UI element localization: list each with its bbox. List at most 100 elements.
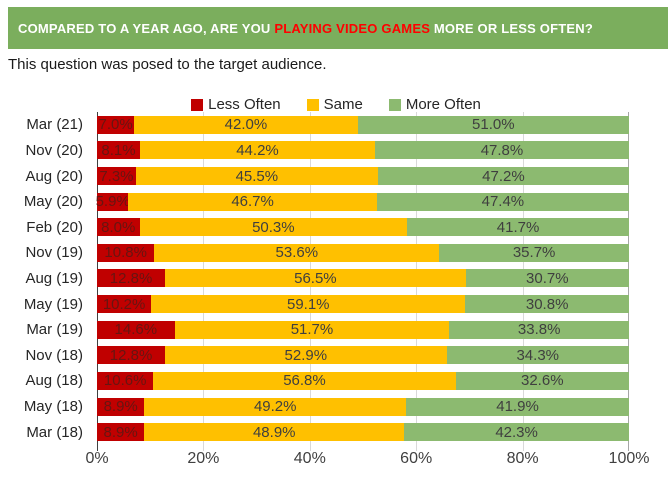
bar-segment-more-often: 35.7% [439,243,629,262]
bar-segment-same: 42.0% [134,115,358,134]
bar-segment-more-often: 47.2% [377,167,629,186]
bar-segment-less-often: 10.6% [97,371,154,390]
bar-segment-same: 52.9% [165,346,447,365]
x-axis-tick-label: 0% [85,450,109,467]
banner-text-highlight: PLAYING VIDEO GAMES [274,20,431,36]
category-label: Mar (18) [26,423,83,441]
bar-segment-more-often: 34.3% [446,346,629,365]
bar-row: 10.2% 59.1% 30.8% [97,291,629,317]
x-axis-tick-label: 80% [506,450,539,467]
stacked-bar: 12.8% 52.9% 34.3% [97,346,629,365]
bar-segment-less-often: 12.8% [97,346,166,365]
bar-row: 8.0% 50.3% 41.7% [97,214,629,240]
bar-rows: 7.0% 42.0% 51.0% 8.1% 44.2% 47.8% 7.3% 45.5% 47.… [95,112,629,445]
stacked-bar: 10.6% 56.8% 32.6% [97,371,629,390]
category-label: Nov (20) [25,141,83,159]
bar-segment-same: 51.7% [174,320,450,339]
category-label: May (20) [23,193,83,211]
category-label: Mar (19) [26,321,83,339]
bar-segment-less-often: 12.8% [97,269,166,288]
category-label: Nov (18) [25,346,83,364]
bar-row: 10.8% 53.6% 35.7% [97,240,629,266]
stacked-bar: 7.3% 45.5% 47.2% [97,167,629,186]
x-axis-tick-label: 40% [293,450,326,467]
bar-row: 5.9% 46.7% 47.4% [95,189,629,215]
question-banner-text: COMPARED TO A YEAR AGO, ARE YOU PLAYING … [18,21,593,36]
value-axis: 0% 20% 40% 60% 80% 100% [85,450,649,472]
bar-row: 10.6% 56.8% 32.6% [97,368,629,394]
bar-segment-less-often: 8.9% [97,397,145,416]
bar-segment-same: 49.2% [144,397,407,416]
bar-segment-same: 48.9% [144,423,405,442]
bar-segment-more-often: 47.8% [374,141,629,160]
bar-segment-more-often: 47.4% [376,192,629,211]
stacked-bar: 8.1% 44.2% 47.8% [97,141,629,160]
bar-segment-same: 44.2% [140,141,375,160]
question-banner: COMPARED TO A YEAR AGO, ARE YOU PLAYING … [8,7,668,49]
bar-segment-less-often: 10.8% [97,243,155,262]
bar-row: 14.6% 51.7% 33.8% [97,317,629,343]
bar-segment-less-often: 8.9% [97,423,145,442]
bar-segment-less-often: 7.3% [97,167,136,186]
stacked-bar: 14.6% 51.7% 33.8% [97,320,629,339]
bar-segment-less-often: 8.0% [97,218,140,237]
category-label: May (18) [23,398,83,415]
bar-segment-more-often: 42.3% [404,423,629,442]
bar-segment-less-often: 8.1% [97,141,141,160]
stacked-bar: 10.8% 53.6% 35.7% [97,243,629,262]
category-label: Aug (19) [25,269,83,287]
stacked-bar: 7.0% 42.0% 51.0% [97,115,629,134]
bar-segment-same: 59.1% [151,295,466,314]
banner-text-prefix: COMPARED TO A YEAR AGO, ARE YOU [18,20,275,36]
bar-segment-same: 53.6% [154,243,440,262]
bar-row: 8.1% 44.2% 47.8% [97,138,629,164]
bar-row: 12.8% 52.9% 34.3% [97,342,629,368]
bar-segment-less-often: 5.9% [95,192,130,211]
x-axis-tick-label: 20% [187,450,220,467]
chart-subtitle: This question was posed to the target au… [8,56,327,73]
bar-segment-same: 56.5% [165,269,466,288]
bar-row: 7.3% 45.5% 47.2% [97,163,629,189]
bar-segment-less-often: 10.2% [97,295,152,314]
banner-text-suffix: MORE OR LESS OFTEN? [430,20,593,36]
legend-item-more-often: More Often [388,96,481,113]
legend-swatch-icon [388,98,401,111]
legend-swatch-icon [306,98,319,111]
category-label: May (19) [23,295,83,313]
bar-segment-less-often: 7.0% [97,115,135,134]
bar-segment-more-often: 30.8% [465,295,629,314]
legend-label: Less Often [208,96,281,113]
bar-segment-more-often: 41.9% [406,397,629,416]
legend-label: Same [323,96,363,113]
stacked-bar: 8.9% 48.9% 42.3% [97,423,629,442]
plot-area: 7.0% 42.0% 51.0% 8.1% 44.2% 47.8% 7.3% 45.5% 47.… [95,112,629,451]
stacked-bar: 8.0% 50.3% 41.7% [97,218,629,237]
bar-segment-same: 56.8% [153,371,456,390]
x-axis-tick-label: 60% [400,450,433,467]
bar-row: 12.8% 56.5% 30.7% [97,266,629,292]
bar-segment-more-often: 33.8% [449,320,629,339]
stacked-bar: 12.8% 56.5% 30.7% [97,269,629,288]
category-label: Feb (20) [26,218,83,236]
bar-segment-more-often: 32.6% [455,371,629,390]
category-label: Mar (21) [26,116,83,134]
category-label: Nov (19) [25,244,83,262]
legend-item-same: Same [306,96,363,113]
bar-row: 8.9% 48.9% 42.3% [97,419,629,445]
bar-segment-more-often: 41.7% [407,218,629,237]
chart-legend: Less Often Same More Often [0,96,672,113]
bar-segment-same: 50.3% [139,218,408,237]
legend-swatch-icon [191,98,204,111]
bar-row: 8.9% 49.2% 41.9% [97,394,629,420]
bar-segment-same: 46.7% [128,192,377,211]
x-axis-tick-label: 100% [608,450,650,467]
bar-segment-same: 45.5% [135,167,378,186]
category-label: Aug (20) [25,167,83,185]
category-label: Aug (18) [25,372,83,390]
bar-segment-more-often: 51.0% [357,115,629,134]
stacked-bar: 5.9% 46.7% 47.4% [95,192,629,211]
bar-segment-more-often: 30.7% [465,269,629,288]
stacked-bar: 8.9% 49.2% 41.9% [97,397,629,416]
stacked-bar: 10.2% 59.1% 30.8% [97,295,629,314]
